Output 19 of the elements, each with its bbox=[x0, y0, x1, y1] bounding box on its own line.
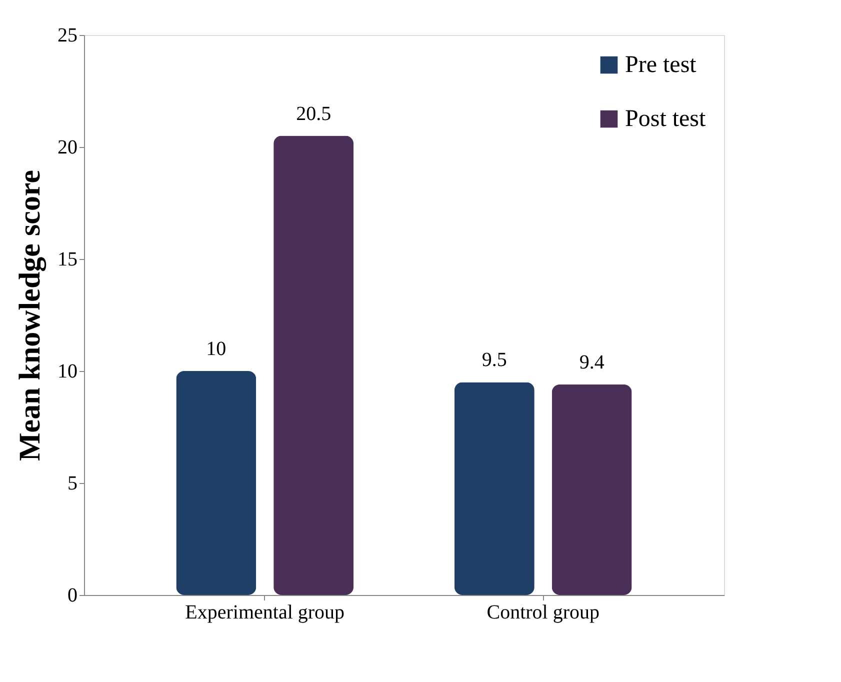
bar bbox=[176, 371, 256, 595]
y-tick-label: 10 bbox=[58, 360, 78, 382]
bar bbox=[552, 384, 632, 595]
data-label: 9.4 bbox=[579, 351, 604, 374]
y-tick-label: 25 bbox=[58, 24, 78, 46]
y-tick-label: 20 bbox=[58, 136, 78, 158]
y-axis-title: Mean knowledge score bbox=[14, 170, 46, 462]
legend-label: Post test bbox=[625, 106, 706, 132]
data-label: 10 bbox=[206, 338, 226, 360]
bar bbox=[274, 136, 354, 595]
x-tick-label: Control group bbox=[486, 602, 600, 624]
y-tick-label: 5 bbox=[68, 472, 78, 494]
y-tick-label: 15 bbox=[58, 248, 78, 270]
data-label: 20.5 bbox=[296, 102, 332, 125]
x-tick-label: Experimental group bbox=[185, 602, 345, 624]
data-label: 9.5 bbox=[482, 349, 507, 372]
bar bbox=[454, 382, 534, 595]
y-tick-label: 0 bbox=[68, 584, 78, 606]
legend-label: Pre test bbox=[625, 52, 697, 78]
